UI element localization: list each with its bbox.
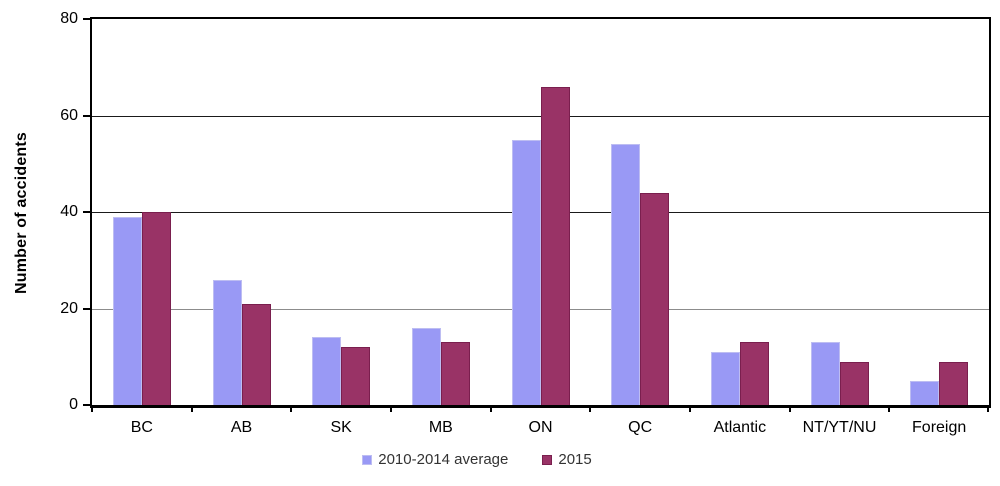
x-tick: [788, 406, 791, 412]
bar: [939, 362, 969, 405]
y-tick: [83, 404, 90, 406]
y-tick-label: 80: [60, 10, 78, 27]
x-tick: [489, 406, 492, 412]
x-tick: [689, 406, 691, 412]
legend-label-2015: 2015: [558, 451, 592, 468]
category-label: SK: [330, 419, 352, 436]
bar: [540, 87, 570, 405]
legend-swatch-2015: [542, 454, 553, 465]
bar: [910, 381, 940, 405]
chart-legend: 2010-2014 average 2015: [0, 451, 1000, 468]
category-label: Atlantic: [713, 419, 767, 436]
y-tick: [83, 211, 90, 213]
y-tick-label: 60: [60, 106, 78, 124]
bar: [212, 280, 242, 405]
y-tick: [83, 18, 90, 20]
y-tick: [83, 307, 90, 310]
x-tick: [888, 406, 891, 412]
bar: [141, 212, 171, 405]
category-label: ON: [528, 419, 553, 436]
x-tick: [91, 406, 93, 412]
bar: [839, 362, 869, 405]
y-tick-label: 20: [60, 299, 78, 317]
category-label: Foreign: [912, 419, 967, 436]
category-label: MB: [428, 419, 453, 436]
legend-item-2010-2014-average: 2010-2014 average: [362, 451, 508, 468]
category-label: QC: [628, 419, 653, 436]
x-tick: [589, 406, 592, 412]
x-tick: [390, 406, 392, 412]
plot-area: [90, 17, 991, 408]
x-tick: [190, 406, 193, 412]
bar: [710, 352, 740, 405]
y-tick-label: 40: [60, 203, 78, 220]
x-tick: [290, 406, 293, 412]
bar: [312, 337, 342, 405]
category-label: AB: [230, 419, 253, 436]
category-label: BC: [130, 419, 153, 436]
bar: [411, 328, 441, 405]
legend-swatch-2010-2014-average: [362, 454, 373, 465]
category-label: NT/YT/NU: [802, 419, 877, 436]
bar: [241, 304, 271, 405]
bar: [810, 342, 840, 405]
y-tick-label: 0: [69, 396, 78, 413]
bar: [739, 342, 769, 405]
x-tick: [987, 406, 989, 412]
bar: [611, 144, 641, 405]
bar: [112, 217, 142, 405]
bar: [511, 140, 541, 405]
bar: [640, 193, 670, 405]
legend-item-2015: 2015: [542, 451, 592, 468]
legend-label-2010-2014-average: 2010-2014 average: [378, 451, 509, 468]
y-tick: [83, 114, 90, 117]
bar: [341, 347, 371, 405]
bar: [440, 342, 470, 405]
